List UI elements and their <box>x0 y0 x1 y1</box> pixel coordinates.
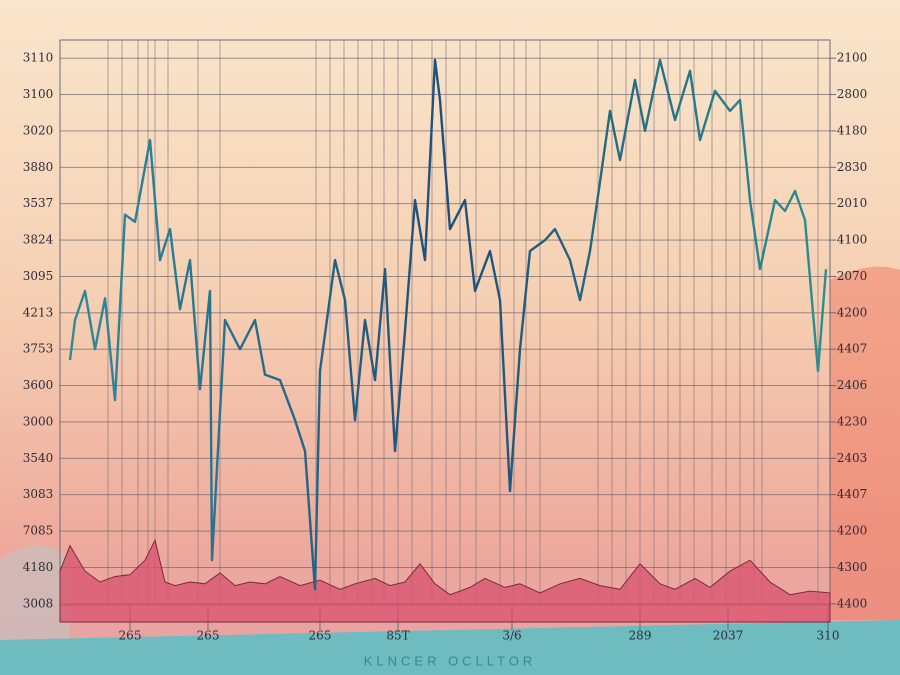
vertical-rules <box>107 40 819 605</box>
y-tick-label: 3083 <box>23 487 54 501</box>
x-tick-label: 85T <box>386 629 409 643</box>
y-tick-label: 3600 <box>23 378 54 392</box>
y2-tick-label: 4100 <box>837 233 868 247</box>
x-tick-label: 289 <box>629 629 652 643</box>
chart-title: KLNCER OCLLTOR <box>364 653 537 668</box>
x-tick-label: 3/6 <box>502 629 521 643</box>
y2-tick-label: 4230 <box>837 414 868 428</box>
y2-tick-label: 2100 <box>837 51 868 65</box>
y-tick-label: 4180 <box>23 560 54 574</box>
x-tick-label: 265 <box>309 629 332 643</box>
area <box>59 538 831 623</box>
y2-tick-label: 2800 <box>837 87 868 101</box>
y2-tick-label: 4407 <box>837 487 868 501</box>
y-tick-label: 3100 <box>23 87 54 101</box>
y-tick-label: 7085 <box>23 524 54 538</box>
y-tick-label: 3880 <box>23 160 54 174</box>
y2-tick-label: 4407 <box>837 342 868 356</box>
y2-tick-label: 4300 <box>837 560 868 574</box>
x-tick-label: 310 <box>817 629 840 643</box>
bottom-band <box>0 620 900 675</box>
y2-tick-label: 2830 <box>837 160 868 174</box>
y2-tick-label: 4200 <box>837 524 868 538</box>
y-tick-label: 3110 <box>23 51 54 65</box>
x-tick-label: 2037 <box>713 629 744 643</box>
y2-tick-label: 4180 <box>837 123 868 137</box>
y-tick-label: 3540 <box>23 451 54 465</box>
y-tick-label: 3753 <box>23 342 54 356</box>
y2-tick-label: 2406 <box>837 378 868 392</box>
decor-hill <box>830 266 900 620</box>
x-tick-label: 265 <box>197 629 220 643</box>
y2-tick-label: 2070 <box>837 269 868 283</box>
y-tick-label: 3095 <box>23 269 54 283</box>
x-tick-label: 265 <box>119 629 142 643</box>
y-tick-label: 3000 <box>23 414 54 428</box>
y2-tick-label: 4200 <box>837 305 868 319</box>
y2-tick-label: 4400 <box>837 596 868 610</box>
decor-hill <box>0 545 70 640</box>
y-tick-label: 4213 <box>23 305 54 319</box>
y-tick-label: 3008 <box>23 596 54 610</box>
line <box>68 58 828 591</box>
y2-tick-label: 2010 <box>837 196 868 210</box>
y2-tick-label: 2403 <box>837 451 868 465</box>
y-tick-label: 3537 <box>23 196 54 210</box>
y-tick-label: 3824 <box>23 233 54 247</box>
y-tick-label: 3020 <box>23 123 54 137</box>
